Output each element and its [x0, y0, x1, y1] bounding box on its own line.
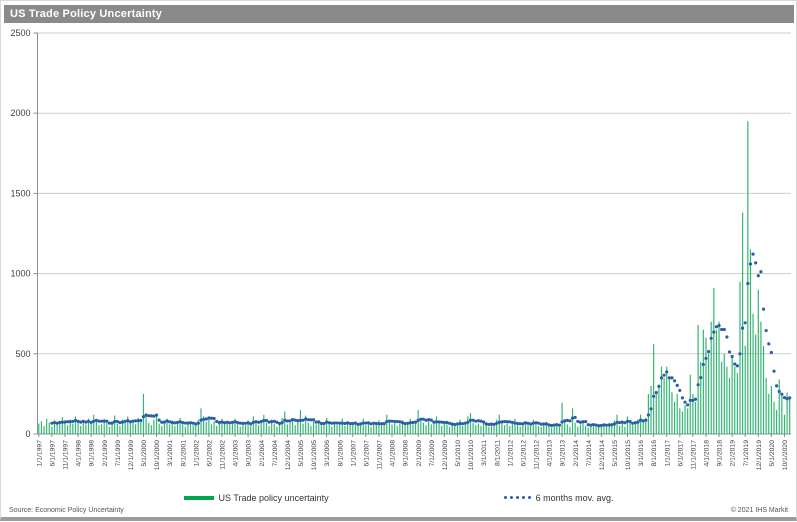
- svg-text:7/1/1999: 7/1/1999: [115, 440, 122, 467]
- svg-text:2000: 2000: [10, 108, 30, 118]
- svg-text:6/1/2017: 6/1/2017: [677, 440, 684, 467]
- svg-text:3/1/2016: 3/1/2016: [638, 440, 645, 467]
- svg-text:2/1/2014: 2/1/2014: [573, 440, 580, 467]
- svg-text:10/1/2005: 10/1/2005: [311, 440, 318, 470]
- svg-text:7/1/2014: 7/1/2014: [586, 440, 593, 467]
- svg-text:1/1/2007: 1/1/2007: [350, 440, 357, 467]
- svg-text:9/1/1998: 9/1/1998: [89, 440, 96, 467]
- svg-text:9/1/2003: 9/1/2003: [246, 440, 253, 467]
- legend-item-bars: US Trade policy uncertainty: [183, 492, 329, 503]
- svg-text:6/1/2012: 6/1/2012: [520, 440, 527, 467]
- svg-text:6/1/2007: 6/1/2007: [363, 440, 370, 467]
- svg-text:1/1/1997: 1/1/1997: [36, 440, 43, 467]
- svg-text:2/1/2009: 2/1/2009: [416, 440, 423, 467]
- chart-legend: US Trade policy uncertainty 6 months mov…: [1, 490, 796, 505]
- svg-text:1/1/2017: 1/1/2017: [664, 440, 671, 467]
- svg-text:10/1/2020: 10/1/2020: [782, 440, 789, 470]
- svg-text:4/1/1998: 4/1/1998: [76, 440, 83, 467]
- svg-text:6/1/2002: 6/1/2002: [206, 440, 213, 467]
- svg-text:0: 0: [25, 429, 30, 439]
- svg-text:9/1/2013: 9/1/2013: [560, 440, 567, 467]
- svg-text:8/1/2016: 8/1/2016: [651, 440, 658, 467]
- svg-text:3/1/2011: 3/1/2011: [481, 440, 488, 466]
- svg-text:500: 500: [15, 349, 30, 359]
- svg-text:8/1/2006: 8/1/2006: [337, 440, 344, 467]
- svg-text:2/1/2019: 2/1/2019: [730, 440, 737, 467]
- svg-text:8/1/2001: 8/1/2001: [180, 440, 187, 467]
- svg-text:10/1/2010: 10/1/2010: [468, 440, 475, 470]
- bars-legend-label: US Trade policy uncertainty: [218, 492, 329, 503]
- svg-text:12/1/1999: 12/1/1999: [128, 440, 135, 470]
- chart-footer: Source: Economic Policy Uncertainty © 20…: [9, 504, 788, 516]
- svg-text:2/1/1999: 2/1/1999: [102, 440, 109, 467]
- source-text: Source: Economic Policy Uncertainty: [9, 506, 124, 514]
- svg-text:11/1/2012: 11/1/2012: [534, 440, 541, 470]
- svg-text:5/1/2010: 5/1/2010: [455, 440, 462, 467]
- legend-item-moving-average: 6 months mov. avg.: [503, 492, 614, 503]
- svg-text:4/1/2003: 4/1/2003: [233, 440, 240, 467]
- svg-text:2/1/2004: 2/1/2004: [259, 440, 266, 467]
- svg-text:11/1/2017: 11/1/2017: [690, 440, 697, 470]
- svg-text:7/1/2004: 7/1/2004: [272, 440, 279, 467]
- svg-text:1000: 1000: [10, 269, 30, 279]
- ma-legend-dots: [503, 496, 531, 499]
- svg-text:4/1/2018: 4/1/2018: [704, 440, 711, 467]
- svg-text:9/1/2008: 9/1/2008: [403, 440, 410, 467]
- svg-text:4/1/2013: 4/1/2013: [547, 440, 554, 467]
- svg-text:5/1/2020: 5/1/2020: [769, 440, 776, 467]
- svg-text:12/1/2009: 12/1/2009: [442, 440, 449, 470]
- svg-text:11/1/2002: 11/1/2002: [220, 440, 227, 470]
- svg-text:5/1/2000: 5/1/2000: [141, 440, 148, 467]
- page-title: US Trade Policy Uncertainty: [10, 8, 163, 20]
- svg-text:7/1/2019: 7/1/2019: [743, 440, 750, 467]
- svg-text:8/1/2011: 8/1/2011: [494, 440, 501, 466]
- svg-text:12/1/2004: 12/1/2004: [285, 440, 292, 470]
- svg-text:9/1/2018: 9/1/2018: [717, 440, 724, 467]
- svg-text:12/1/2014: 12/1/2014: [599, 440, 606, 470]
- title-bar: US Trade Policy Uncertainty: [4, 5, 794, 23]
- svg-text:6/1/1997: 6/1/1997: [49, 440, 56, 467]
- svg-text:4/1/2008: 4/1/2008: [390, 440, 397, 467]
- svg-text:12/1/2019: 12/1/2019: [756, 440, 763, 470]
- svg-text:10/1/2000: 10/1/2000: [154, 440, 161, 470]
- bars-legend-swatch: [183, 495, 214, 500]
- svg-text:7/1/2009: 7/1/2009: [429, 440, 436, 467]
- svg-text:2500: 2500: [10, 28, 30, 38]
- copyright-text: © 2021 IHS Markit: [730, 506, 788, 514]
- svg-text:1/1/2012: 1/1/2012: [507, 440, 514, 467]
- svg-text:11/1/2007: 11/1/2007: [377, 440, 384, 470]
- ma-legend-label: 6 months mov. avg.: [535, 492, 614, 503]
- svg-text:3/1/2006: 3/1/2006: [324, 440, 331, 467]
- svg-text:1/1/2002: 1/1/2002: [193, 440, 200, 467]
- svg-text:3/1/2001: 3/1/2001: [167, 440, 174, 467]
- svg-text:5/1/2005: 5/1/2005: [298, 440, 305, 467]
- svg-text:1500: 1500: [10, 188, 30, 198]
- svg-text:10/1/2015: 10/1/2015: [625, 440, 632, 470]
- svg-text:5/1/2015: 5/1/2015: [612, 440, 619, 467]
- svg-text:11/1/1997: 11/1/1997: [63, 440, 70, 470]
